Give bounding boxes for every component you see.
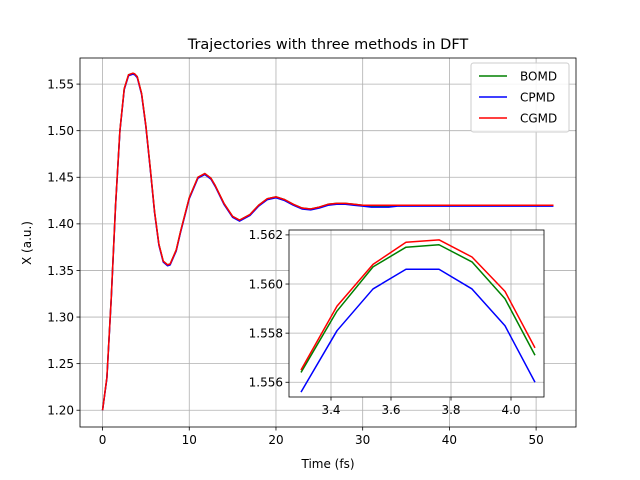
main-y-tick-label: 1.20 [47,404,74,418]
legend-label-bomd: BOMD [520,69,557,83]
main-x-tick-label: 50 [528,433,543,447]
main-y-tick-label: 1.50 [47,124,74,138]
legend: BOMD CPMD CGMD [470,62,570,133]
inset-x-tick-label: 4.0 [501,403,520,417]
inset-series-line-bomd [300,243,536,373]
inset-x-tick-label: 3.8 [441,403,460,417]
main-x-tick-label: 0 [99,433,107,447]
inset-plot: 3.4 3.6 3.8 4.0 1.556 1.558 1.560 1.562 [249,228,545,417]
main-x-tick-label: 10 [182,433,197,447]
main-frame [79,57,577,428]
inset-series-line-cgmd [300,239,536,371]
main-y-tick-label: 1.45 [47,171,74,185]
inset-series-line-cpmd [300,268,536,393]
inset-y-tick-label: 1.562 [249,228,283,242]
y-axis-label: X (a.u.) [20,221,34,265]
main-series-line-cgmd [101,72,554,411]
legend-label-cpmd: CPMD [520,90,555,104]
inset-frame [288,229,545,398]
main-y-tick-label: 1.30 [47,310,74,324]
main-y-tick-label: 1.25 [47,357,74,371]
inset-y-tick-label: 1.556 [249,376,283,390]
main-y-tick-label: 1.55 [47,77,74,91]
main-x-tick-label: 40 [442,433,457,447]
inset-y-tick-label: 1.558 [249,326,283,340]
inset-x-tick-label: 3.4 [321,403,340,417]
inset-x-tick-label: 3.6 [381,403,400,417]
main-x-tick-label: 20 [268,433,283,447]
main-y-tick-label: 1.35 [47,264,74,278]
legend-label-cgmd: CGMD [520,111,557,125]
inset-y-tick-label: 1.560 [249,277,283,291]
x-axis-label: Time (fs) [300,457,354,471]
main-x-tick-label: 30 [355,433,370,447]
inset-plot-area [289,230,544,397]
legend-box [470,62,570,133]
main-y-tick-label: 1.40 [47,217,74,231]
chart-title: Trajectories with three methods in DFT [187,37,469,53]
